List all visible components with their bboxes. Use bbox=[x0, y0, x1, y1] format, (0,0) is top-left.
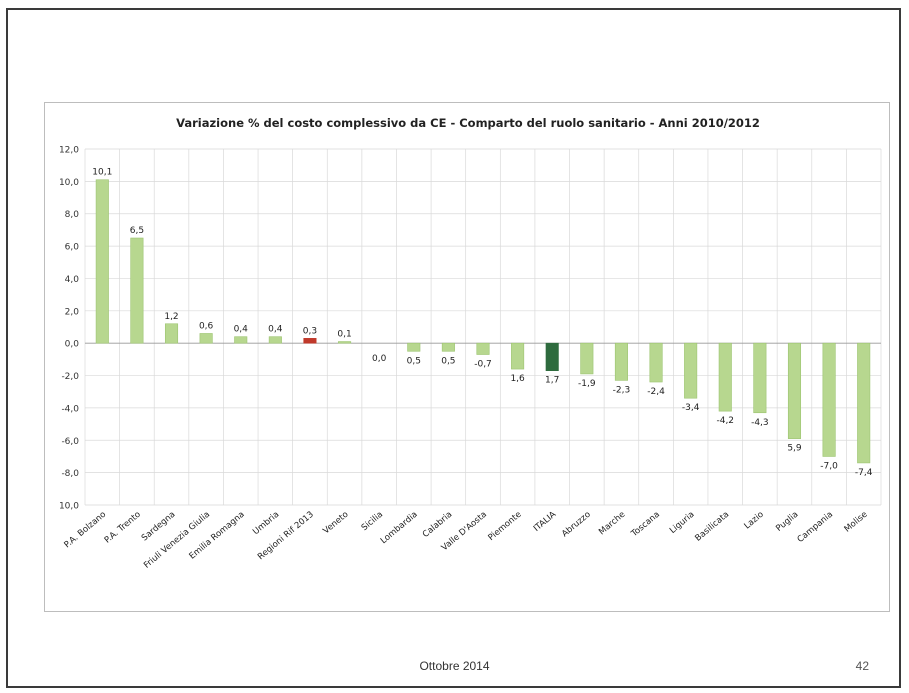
chart-container: Variazione % del costo complessivo da CE… bbox=[44, 102, 890, 612]
data-label: 0,3 bbox=[303, 326, 317, 336]
y-tick-label: 10,0 bbox=[59, 178, 79, 188]
x-tick-label: P.A. Trento bbox=[103, 510, 143, 546]
footer-date: Ottobre 2014 bbox=[419, 659, 490, 673]
x-tick-label: Umbria bbox=[251, 510, 281, 538]
data-label: -2,3 bbox=[613, 385, 631, 395]
x-tick-label: Calabria bbox=[421, 510, 454, 540]
bar bbox=[787, 342, 802, 439]
data-label: 0,6 bbox=[199, 321, 214, 331]
data-label: 0,0 bbox=[372, 354, 387, 364]
bar bbox=[303, 338, 317, 344]
bar bbox=[614, 342, 628, 381]
y-tick-label: 0,0 bbox=[65, 340, 80, 350]
bar bbox=[580, 342, 594, 375]
data-label: 0,4 bbox=[268, 325, 283, 335]
data-label: 0,5 bbox=[407, 356, 421, 366]
y-tick-label: 4,0 bbox=[65, 275, 80, 285]
bar bbox=[718, 342, 732, 412]
y-tick-label: 2,0 bbox=[65, 307, 80, 317]
x-tick-label: Piemonte bbox=[486, 510, 523, 543]
x-tick-label: Lombardia bbox=[379, 510, 420, 547]
data-label: -1,9 bbox=[578, 379, 596, 389]
data-label: -7,0 bbox=[820, 461, 838, 471]
bar bbox=[407, 342, 421, 352]
data-label: 1,6 bbox=[510, 374, 525, 384]
bar bbox=[545, 342, 559, 371]
y-tick-label: -4,0 bbox=[61, 404, 79, 414]
x-tick-label: Liguria bbox=[668, 510, 697, 536]
x-tick-label: Veneto bbox=[321, 510, 350, 537]
data-label: -2,4 bbox=[647, 387, 665, 397]
y-tick-label: -6,0 bbox=[61, 437, 79, 447]
y-tick-label: -2,0 bbox=[61, 372, 79, 382]
x-tick-label: Abruzzo bbox=[560, 510, 593, 540]
bar bbox=[130, 237, 144, 344]
data-label: -3,4 bbox=[682, 403, 700, 413]
data-label: -0,7 bbox=[474, 360, 492, 370]
bar bbox=[338, 341, 352, 344]
bars bbox=[95, 179, 871, 464]
x-tick-label: P.A. Bolzano bbox=[63, 510, 109, 551]
data-label: 0,4 bbox=[234, 325, 249, 335]
data-label: -4,2 bbox=[716, 416, 734, 426]
bar bbox=[822, 342, 836, 457]
x-tick-label: Sicilia bbox=[360, 510, 385, 534]
bar bbox=[649, 342, 663, 383]
data-label: -7,4 bbox=[855, 468, 873, 478]
y-tick-label: 10,0 bbox=[59, 502, 79, 512]
bar bbox=[684, 342, 698, 399]
bar bbox=[234, 336, 248, 344]
bar bbox=[511, 342, 525, 370]
bar bbox=[268, 336, 282, 344]
x-tick-label: Molise bbox=[843, 510, 870, 535]
bar bbox=[95, 179, 109, 344]
data-label: 0,5 bbox=[441, 356, 455, 366]
x-tick-label: Friuli Venezia Giulia bbox=[142, 510, 212, 571]
bar bbox=[476, 342, 490, 355]
data-label: 1,7 bbox=[545, 376, 559, 386]
data-label: 6,5 bbox=[130, 226, 144, 236]
chart-title: Variazione % del costo complessivo da CE… bbox=[176, 116, 760, 130]
x-tick-label: Lazio bbox=[743, 510, 766, 532]
bar bbox=[199, 333, 213, 344]
x-tick-label: Campania bbox=[796, 510, 835, 545]
data-label: -4,3 bbox=[751, 418, 769, 428]
bar-chart: Variazione % del costo complessivo da CE… bbox=[59, 116, 882, 571]
page-number: 42 bbox=[855, 659, 869, 673]
y-tick-label: -8,0 bbox=[61, 469, 79, 479]
bar bbox=[857, 342, 871, 464]
y-axis-ticks: 12,0 10,0 8,0 6,0 4,0 2,0 0,0 -2,0 -4,0 -6,0 -8,0 1… bbox=[59, 146, 79, 512]
y-tick-label: 6,0 bbox=[65, 243, 80, 253]
y-tick-label: 8,0 bbox=[65, 210, 80, 220]
data-label: 5,9 bbox=[787, 444, 802, 454]
bar bbox=[753, 342, 767, 414]
data-label: 1,2 bbox=[164, 312, 178, 322]
x-tick-label: Puglia bbox=[774, 510, 800, 534]
x-tick-label: Basilicata bbox=[693, 510, 731, 544]
bar bbox=[441, 342, 455, 352]
bar bbox=[164, 323, 179, 344]
x-tick-label: Toscana bbox=[629, 510, 662, 540]
data-label: 10,1 bbox=[92, 168, 112, 178]
y-tick-label: 12,0 bbox=[59, 146, 79, 156]
data-label: 0,1 bbox=[337, 330, 351, 340]
x-tick-label: ITALIA bbox=[532, 510, 558, 534]
data-labels: 10,1 6,5 1,2 0,6 0,4 0,4 0,3 0,1 0,0 0,5 0,5 -0,7 1,… bbox=[92, 168, 872, 478]
x-tick-label: Marche bbox=[597, 510, 627, 538]
